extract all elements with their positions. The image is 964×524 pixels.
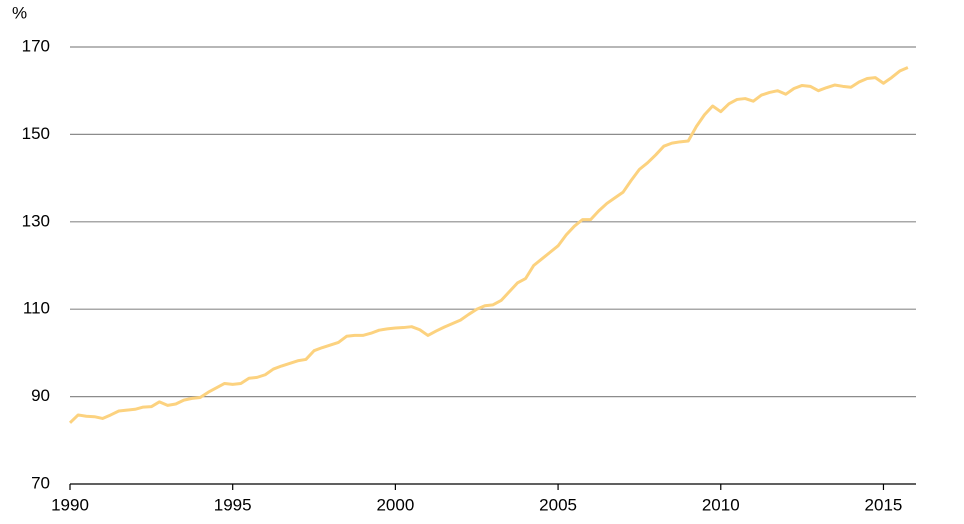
y-tick-label: 110 [23, 299, 50, 318]
x-tick-label: 2005 [539, 495, 577, 514]
y-tick-label: 150 [22, 124, 50, 143]
x-tick-label: 1990 [51, 495, 89, 514]
y-tick-label: 70 [31, 473, 50, 492]
data-line [68, 66, 909, 424]
y-tick-label: 90 [31, 386, 50, 405]
x-tick-label: 1995 [214, 495, 252, 514]
y-tick-label: 130 [22, 211, 50, 230]
x-tick-label: 2015 [865, 495, 903, 514]
x-tick-label: 2000 [376, 495, 414, 514]
y-axis-label: % [12, 3, 27, 22]
y-tick-label: 170 [22, 36, 50, 55]
x-tick-label: 2010 [702, 495, 740, 514]
